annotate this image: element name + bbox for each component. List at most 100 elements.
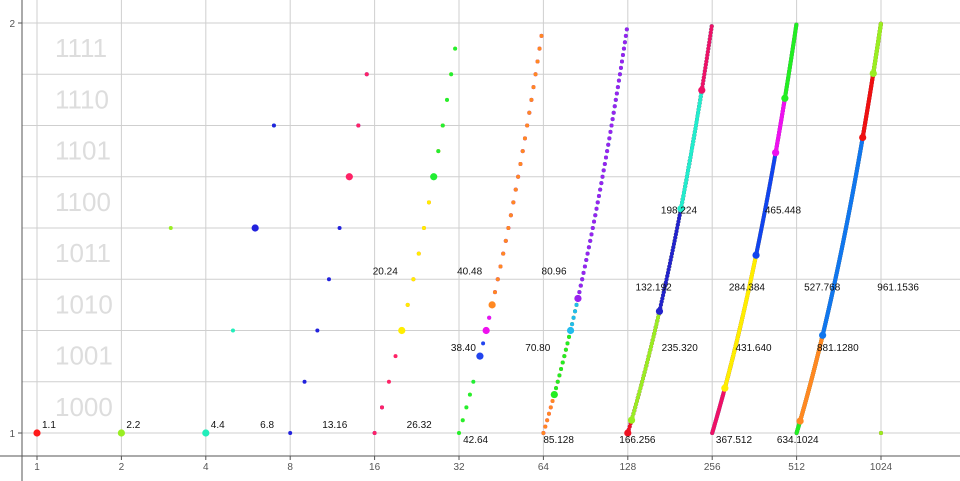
point-label: 235.320 xyxy=(662,343,699,354)
data-point xyxy=(673,232,678,237)
data-point xyxy=(652,328,657,333)
data-point xyxy=(704,59,709,64)
data-point xyxy=(554,386,559,391)
background-binary-label: 1111 xyxy=(55,33,107,63)
data-point xyxy=(511,200,516,205)
data-point xyxy=(653,325,658,330)
data-point xyxy=(537,46,542,51)
data-point xyxy=(582,264,587,269)
data-point xyxy=(440,123,445,128)
x-tick-label: 1024 xyxy=(870,462,893,473)
point-label: 881.1280 xyxy=(817,343,859,354)
data-point xyxy=(516,174,521,179)
data-point xyxy=(539,33,544,38)
data-point xyxy=(33,429,41,437)
y-tick-label: 2 xyxy=(9,19,15,30)
data-point xyxy=(471,379,476,384)
data-point xyxy=(631,411,636,416)
data-point xyxy=(638,386,643,391)
data-point xyxy=(665,274,670,279)
background-binary-label: 1110 xyxy=(55,84,109,114)
data-point xyxy=(622,40,627,45)
point-label: 40.48 xyxy=(457,266,482,277)
data-point xyxy=(600,174,605,179)
data-point xyxy=(669,254,674,259)
point-labels: 1.1 2.2 4.4 6.8 13.16 26.32 42.64 85.128 166.256… xyxy=(42,205,919,446)
background-binary-label: 1011 xyxy=(55,238,111,268)
data-point xyxy=(639,382,644,387)
point-label: 961.1536 xyxy=(877,282,919,293)
data-point xyxy=(655,315,660,320)
point-label: 80.96 xyxy=(542,266,567,277)
data-point xyxy=(696,107,701,112)
data-point xyxy=(681,190,686,195)
x-tick-label: 32 xyxy=(453,462,465,473)
x-tick-label: 128 xyxy=(619,462,636,473)
background-labels: 1111 1110 1101 1100 1011 1010 1001 1000 xyxy=(55,33,113,422)
data-point xyxy=(548,405,553,410)
data-point xyxy=(520,149,525,154)
data-point xyxy=(574,294,582,303)
data-point xyxy=(464,405,469,410)
data-point xyxy=(565,341,570,346)
data-point xyxy=(661,293,666,298)
data-point xyxy=(652,331,657,336)
data-point xyxy=(535,59,540,64)
data-point xyxy=(669,251,674,256)
x-tick-label: 512 xyxy=(788,462,805,473)
data-point xyxy=(337,226,342,230)
x-tick-label: 256 xyxy=(704,462,721,473)
point-label: 1.1 xyxy=(42,420,56,431)
data-point xyxy=(487,315,492,320)
data-point xyxy=(645,357,650,362)
point-label: 367.512 xyxy=(716,435,753,446)
data-point xyxy=(251,224,259,232)
data-point xyxy=(599,181,604,186)
x-tick-label: 64 xyxy=(538,462,550,473)
data-point xyxy=(692,133,697,138)
data-point xyxy=(379,405,384,410)
data-point xyxy=(467,392,472,397)
data-point xyxy=(426,200,431,205)
background-binary-label: 1010 xyxy=(55,289,113,319)
data-point xyxy=(689,149,694,154)
data-point xyxy=(605,149,610,154)
data-point xyxy=(498,264,503,269)
data-point xyxy=(593,213,598,218)
data-point xyxy=(541,431,546,435)
data-point xyxy=(680,200,685,205)
data-point xyxy=(691,139,696,144)
data-point xyxy=(705,49,710,54)
data-point xyxy=(666,267,671,272)
data-point xyxy=(590,226,595,230)
data-point xyxy=(672,238,677,243)
data-point xyxy=(430,173,438,181)
data-point xyxy=(578,283,583,288)
data-point xyxy=(643,366,648,371)
data-point xyxy=(661,290,666,295)
y-tick-label: 1 xyxy=(9,429,15,440)
data-point xyxy=(703,65,708,70)
data-point xyxy=(654,322,659,327)
data-point xyxy=(621,46,626,51)
data-point xyxy=(688,155,693,160)
data-point xyxy=(708,33,713,38)
data-point xyxy=(571,315,576,320)
x-tick-label: 16 xyxy=(369,462,381,473)
data-point xyxy=(691,136,696,141)
data-point xyxy=(529,97,534,102)
background-binary-label: 1101 xyxy=(55,136,111,166)
point-label: 465.448 xyxy=(765,205,802,216)
data-point xyxy=(700,85,705,90)
data-point xyxy=(709,27,714,32)
data-point xyxy=(645,360,650,365)
data-point xyxy=(595,200,600,205)
data-point xyxy=(687,158,692,163)
data-point xyxy=(649,341,654,346)
data-point xyxy=(705,53,710,58)
data-point xyxy=(476,352,484,360)
data-point xyxy=(623,33,628,38)
data-point xyxy=(658,306,663,311)
data-point xyxy=(685,171,690,176)
data-point xyxy=(665,270,670,275)
